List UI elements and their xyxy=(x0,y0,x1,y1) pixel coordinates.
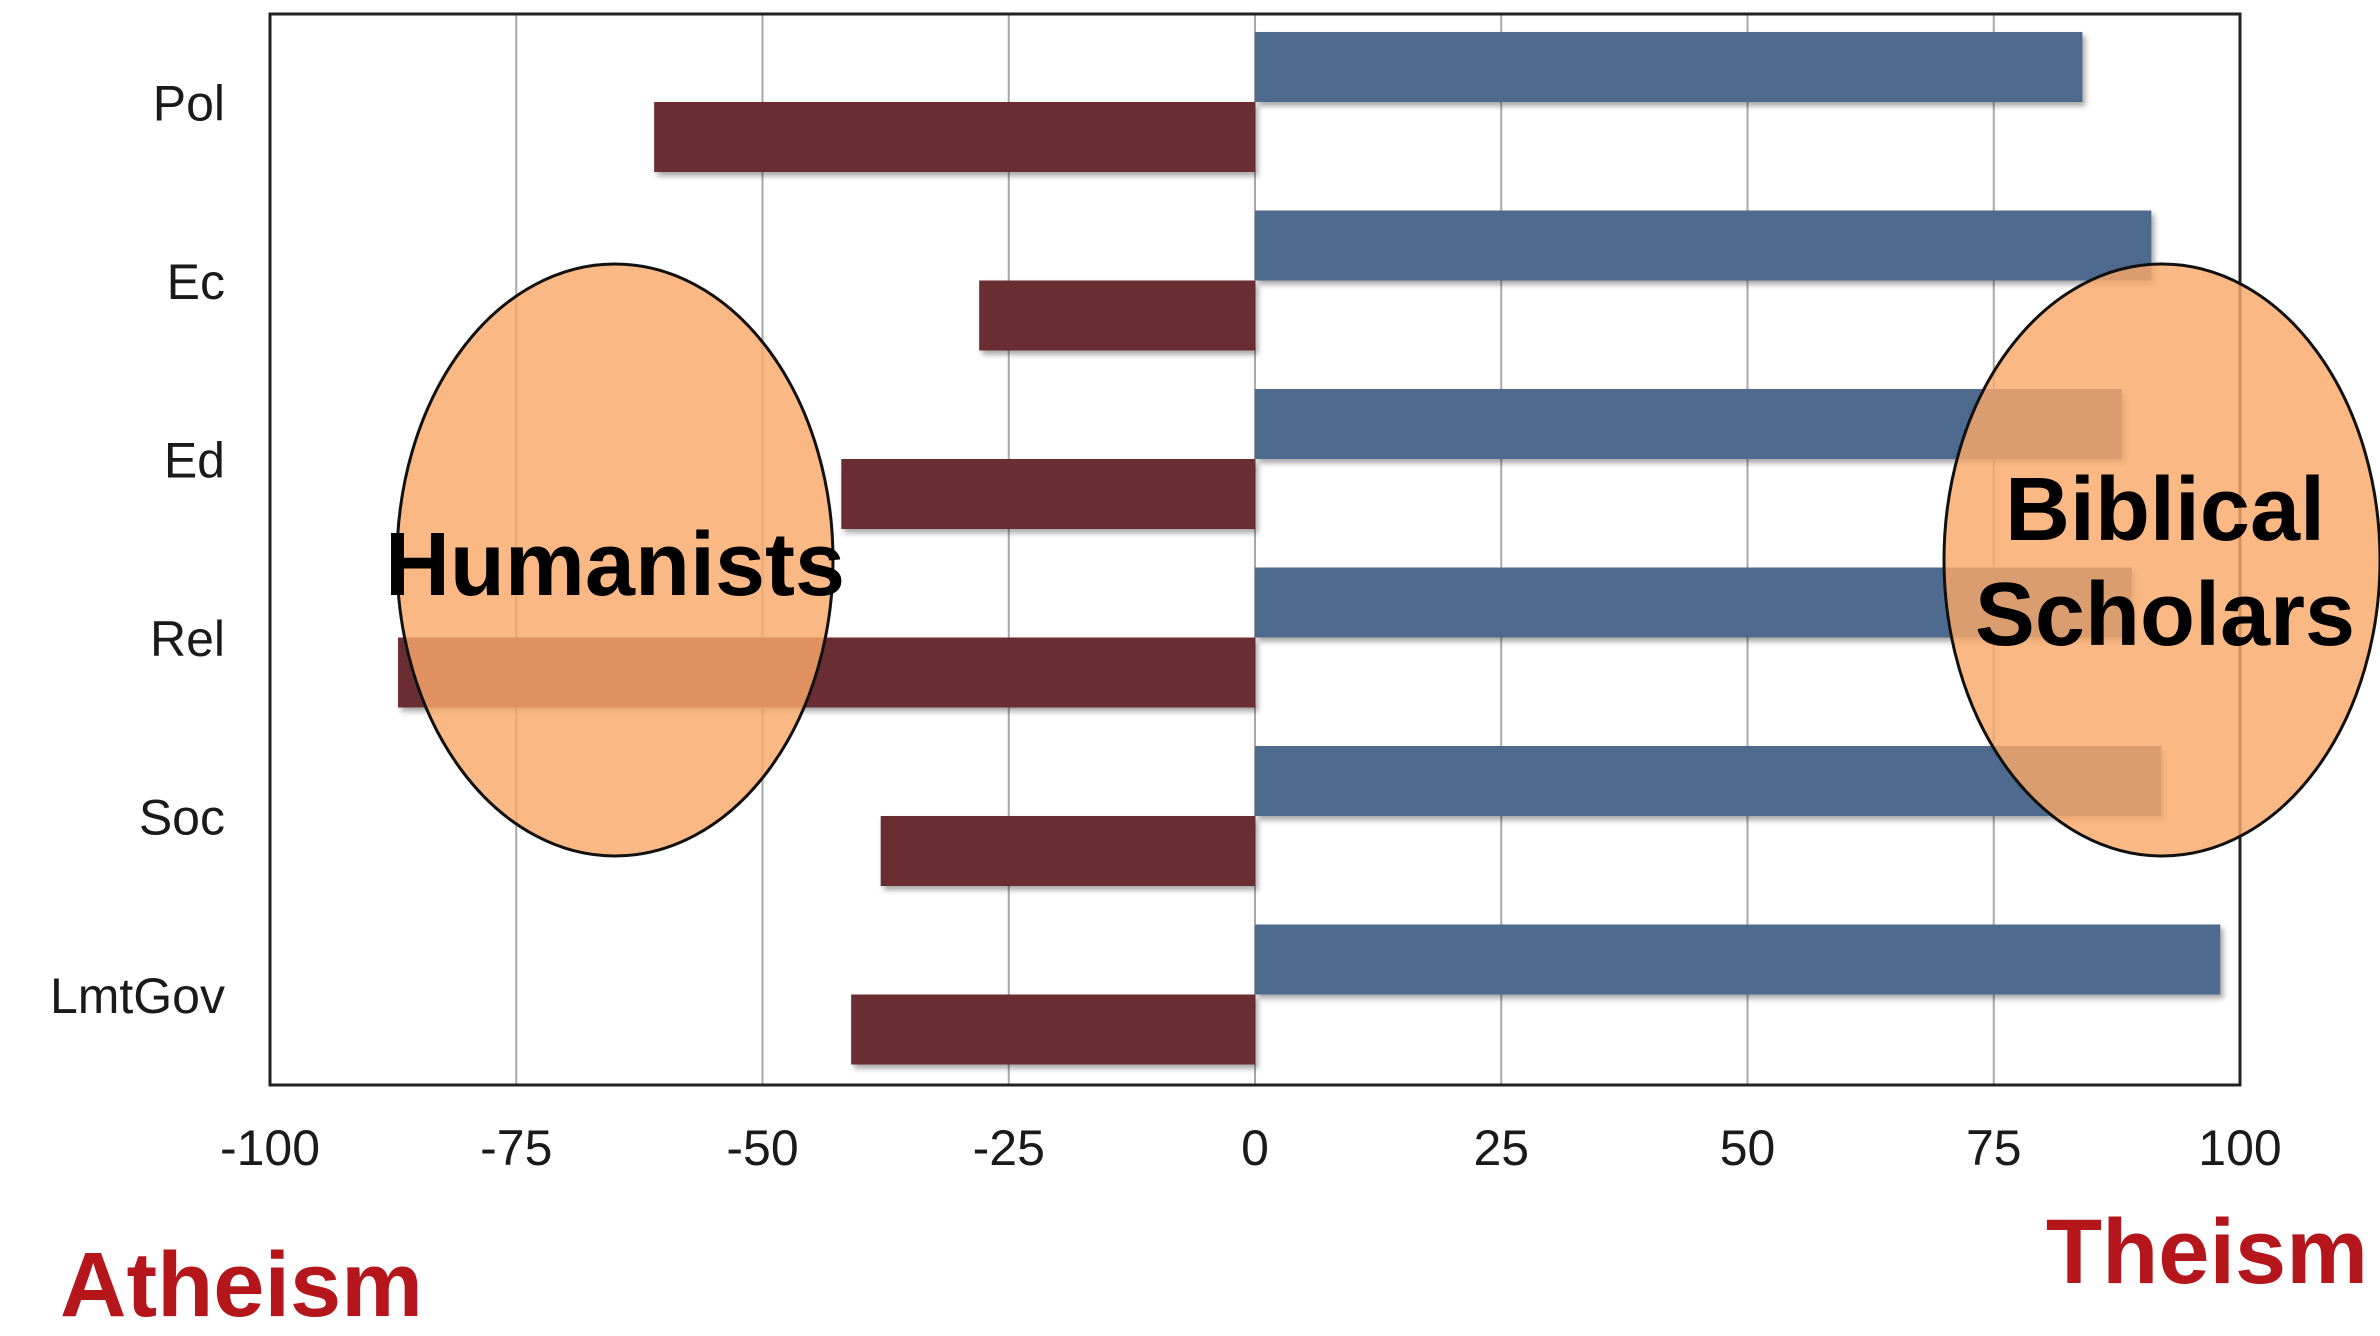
x-tick-label: -75 xyxy=(480,1120,552,1176)
humanists-ellipse xyxy=(395,262,835,858)
grid-lines xyxy=(515,14,1995,1085)
bar-ed-red xyxy=(841,459,1255,529)
x-tick-label: 0 xyxy=(1241,1120,1269,1176)
x-tick-labels: -100 -75 -50 -25 0 25 50 75 100 xyxy=(220,1120,2282,1176)
bar-pol-red xyxy=(654,102,1255,172)
atheism-label: Atheism xyxy=(60,1234,423,1336)
category-label: Rel xyxy=(150,611,225,667)
humanists-label: Humanists xyxy=(385,515,845,615)
scholars-label: Scholars xyxy=(1975,565,2355,665)
bar-lmtgov-red xyxy=(851,994,1255,1065)
category-labels: Pol Ec Ed Rel Soc LmtGov xyxy=(50,75,225,1024)
category-label: Ed xyxy=(164,432,225,488)
x-tick-label: -100 xyxy=(220,1120,320,1176)
x-tick-label: 50 xyxy=(1720,1120,1776,1176)
biblical-scholars-ellipse xyxy=(1942,262,2380,858)
bar-lmtgov-blue xyxy=(1255,924,2221,995)
theism-label: Theism xyxy=(2046,1201,2368,1303)
category-label: Soc xyxy=(139,789,225,845)
x-tick-label: 100 xyxy=(2198,1120,2281,1176)
bar-ec-blue xyxy=(1255,210,2152,281)
category-label: LmtGov xyxy=(50,968,225,1024)
category-label: Ec xyxy=(167,254,225,310)
bar-ec-red xyxy=(979,280,1255,351)
x-tick-label: -25 xyxy=(973,1120,1045,1176)
bar-pol-blue xyxy=(1255,32,2083,102)
x-tick-label: 75 xyxy=(1966,1120,2022,1176)
annotations: Humanists Biblical Scholars xyxy=(385,262,2380,858)
bar-soc-red xyxy=(880,816,1255,886)
x-tick-label: 25 xyxy=(1473,1120,1529,1176)
x-tick-label: -50 xyxy=(726,1120,798,1176)
biblical-label: Biblical xyxy=(2005,460,2325,560)
category-label: Pol xyxy=(153,75,225,131)
